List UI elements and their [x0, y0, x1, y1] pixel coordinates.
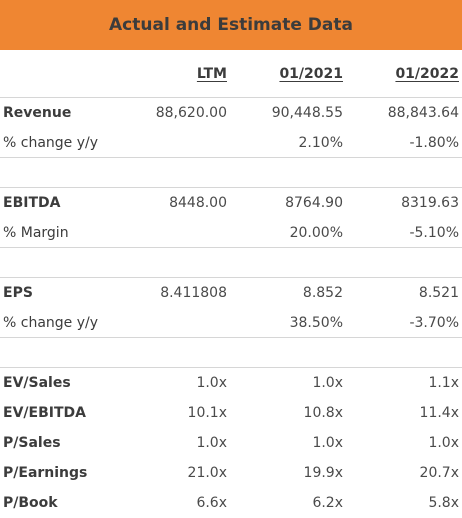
value-2022: 5.8x: [428, 495, 459, 511]
divider: [0, 247, 462, 248]
table-row-p-sales: P/Sales 1.0x 1.0x 1.0x: [0, 428, 462, 458]
value-ltm: 10.1x: [187, 405, 227, 421]
divider: [0, 337, 462, 338]
value-2021: 38.50%: [289, 315, 343, 331]
row-label: EPS: [3, 285, 33, 301]
value-2021: 2.10%: [298, 135, 343, 151]
row-label: % change y/y: [3, 135, 99, 151]
table-row-revenue: Revenue 88,620.00 90,448.55 88,843.64: [0, 98, 462, 128]
value-2022: 1.1x: [428, 375, 459, 391]
value-2021: 1.0x: [312, 435, 343, 451]
table-row-eps: EPS 8.411808 8.852 8.521: [0, 278, 462, 308]
row-label: P/Sales: [3, 435, 61, 451]
table-title: Actual and Estimate Data: [109, 15, 353, 35]
value-2021: 1.0x: [312, 375, 343, 391]
divider: [0, 97, 462, 98]
value-2021: 8764.90: [285, 195, 343, 211]
table-row-ebitda: EBITDA 8448.00 8764.90 8319.63: [0, 188, 462, 218]
row-label: P/Earnings: [3, 465, 88, 481]
value-2022: 1.0x: [428, 435, 459, 451]
table-row-eps-change: % change y/y 38.50% -3.70%: [0, 308, 462, 338]
divider: [0, 187, 462, 188]
value-2021: 6.2x: [312, 495, 343, 511]
row-label: EV/Sales: [3, 375, 71, 391]
column-header-2021: 01/2021: [279, 66, 343, 82]
value-2022: 88,843.64: [387, 105, 459, 121]
divider: [0, 367, 462, 368]
value-ltm: 6.6x: [196, 495, 227, 511]
value-2022: -3.70%: [409, 315, 459, 331]
row-label: EBITDA: [3, 195, 61, 211]
value-2022: -5.10%: [409, 225, 459, 241]
table-row-ev-sales: EV/Sales 1.0x 1.0x 1.1x: [0, 368, 462, 398]
value-ltm: 1.0x: [196, 435, 227, 451]
divider: [0, 277, 462, 278]
table-row-p-book: P/Book 6.6x 6.2x 5.8x: [0, 488, 462, 518]
value-ltm: 88,620.00: [155, 105, 227, 121]
value-ltm: 8448.00: [169, 195, 227, 211]
row-label: P/Book: [3, 495, 58, 511]
value-2022: 11.4x: [419, 405, 459, 421]
value-ltm: 21.0x: [187, 465, 227, 481]
row-label: EV/EBITDA: [3, 405, 86, 421]
row-label: Revenue: [3, 105, 72, 121]
row-label: % change y/y: [3, 315, 99, 331]
table-row-ev-ebitda: EV/EBITDA 10.1x 10.8x 11.4x: [0, 398, 462, 428]
value-2021: 8.852: [302, 285, 343, 301]
value-ltm: 1.0x: [196, 375, 227, 391]
value-2022: 8.521: [418, 285, 459, 301]
value-2021: 90,448.55: [271, 105, 343, 121]
table-row-p-earnings: P/Earnings 21.0x 19.9x 20.7x: [0, 458, 462, 488]
column-header-ltm: LTM: [196, 66, 227, 82]
value-2022: 20.7x: [419, 465, 459, 481]
value-2021: 20.00%: [289, 225, 343, 241]
value-2021: 10.8x: [303, 405, 343, 421]
column-header-2022: 01/2022: [395, 66, 459, 82]
value-2021: 19.9x: [303, 465, 343, 481]
row-label: % Margin: [3, 225, 69, 241]
value-2022: -1.80%: [409, 135, 459, 151]
divider: [0, 157, 462, 158]
value-2022: 8319.63: [401, 195, 459, 211]
table-header-banner: Actual and Estimate Data: [0, 0, 462, 50]
table-row-ebitda-margin: % Margin 20.00% -5.10%: [0, 218, 462, 248]
table-row-revenue-change: % change y/y 2.10% -1.80%: [0, 128, 462, 158]
value-ltm: 8.411808: [160, 285, 227, 301]
